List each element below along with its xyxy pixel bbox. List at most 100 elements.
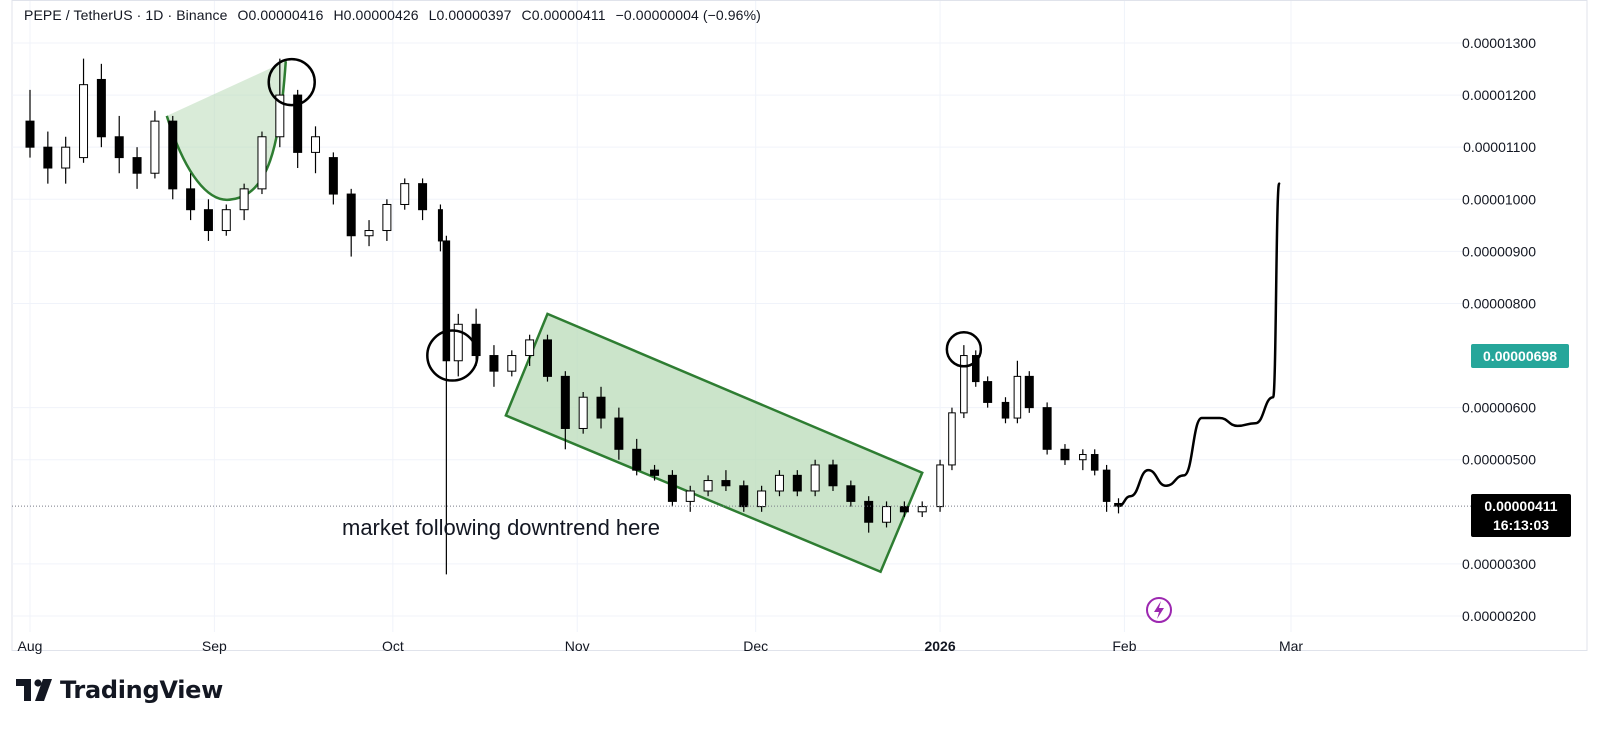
candle-body: [650, 469, 660, 476]
candle: [114, 115, 124, 174]
symbol-title[interactable]: PEPE / TetherUS · 1D · Binance: [24, 7, 228, 23]
candle-body: [418, 183, 428, 211]
candle-body: [346, 193, 356, 237]
y-tick-label: 0.00001100: [1463, 139, 1536, 155]
candle-body: [1042, 407, 1052, 450]
price-axis[interactable]: 0.00001300 0.00001200 0.00001100 0.00001000…: [1462, 35, 1536, 624]
y-tick-label: 0.00000900: [1462, 243, 1536, 259]
candle: [382, 199, 392, 241]
candle: [578, 392, 588, 434]
candle: [948, 407, 956, 471]
candle: [221, 204, 231, 236]
candle: [364, 220, 374, 247]
lightning-icon[interactable]: [1146, 597, 1172, 623]
candle-body: [936, 464, 944, 508]
candle: [346, 188, 356, 257]
cup-pattern-fill[interactable]: [166, 61, 286, 200]
ohlc-close: C0.00000411: [521, 7, 606, 23]
candle-body: [203, 209, 213, 232]
chart-annotation[interactable]: market following downtrend here: [342, 515, 660, 540]
candle-body: [437, 209, 443, 242]
candle: [1013, 360, 1022, 424]
candle: [25, 89, 35, 158]
candle: [239, 183, 249, 221]
candle-body: [960, 355, 968, 414]
tradingview-logo-icon: [16, 679, 52, 701]
candle: [917, 501, 927, 518]
candle: [899, 501, 909, 518]
projection-path[interactable]: [1117, 182, 1281, 508]
drawing-shapes[interactable]: [165, 61, 924, 574]
candle: [442, 235, 451, 575]
candle: [667, 470, 677, 507]
candle: [203, 199, 213, 241]
candle: [525, 334, 535, 366]
candle-body: [489, 355, 499, 372]
candle-body: [257, 136, 267, 190]
candle-body: [971, 355, 980, 383]
downtrend-channel[interactable]: [504, 312, 924, 574]
rebound-circle[interactable]: [945, 331, 983, 368]
top-circle[interactable]: [267, 57, 316, 107]
time-axis[interactable]: Aug Sep Oct Nov Dec 2026 Feb Mar: [18, 638, 1304, 654]
candle-body: [739, 485, 749, 508]
candle: [596, 386, 606, 429]
x-tick-label: Feb: [1112, 638, 1136, 654]
candle-body: [685, 490, 695, 502]
candle: [168, 115, 178, 200]
candle-body: [810, 464, 820, 492]
candle: [757, 485, 767, 512]
candle: [1090, 449, 1099, 476]
candle-body: [525, 339, 535, 357]
current-price-label: 0.00000411 16:13:03: [1471, 494, 1571, 537]
candle: [132, 147, 142, 189]
candle-body: [382, 203, 392, 232]
candle: [846, 480, 856, 507]
candle-body: [186, 188, 196, 211]
x-tick-label: Mar: [1279, 638, 1303, 654]
candle: [96, 63, 106, 148]
crash-circle[interactable]: [426, 329, 479, 382]
y-tick-label: 0.00000200: [1462, 608, 1536, 624]
candle-body: [168, 120, 178, 190]
candle-body: [846, 485, 856, 502]
candle: [257, 131, 267, 195]
candle-body: [507, 355, 517, 372]
cursor-price-text: 0.00000698: [1483, 348, 1557, 364]
x-tick-label: Sep: [202, 638, 227, 654]
candle: [400, 178, 410, 210]
candle-body: [703, 480, 713, 492]
candle: [43, 131, 53, 184]
candle-body: [1013, 375, 1022, 419]
candle-body: [293, 94, 303, 153]
circle-drawings[interactable]: [267, 57, 983, 382]
candle: [311, 126, 321, 174]
candle-body: [560, 375, 570, 429]
y-tick-label: 0.00000500: [1462, 452, 1536, 468]
candle-body: [43, 146, 53, 169]
candle-body: [578, 396, 588, 429]
y-tick-label: 0.00001200: [1462, 87, 1536, 103]
projection-line[interactable]: [1117, 182, 1281, 508]
tradingview-logo[interactable]: TradingView: [16, 676, 223, 704]
candle: [882, 501, 892, 528]
candle-body: [1001, 401, 1010, 419]
candle: [1042, 402, 1052, 455]
chart-pane-border: [11, 0, 1588, 651]
candle-body: [882, 506, 892, 523]
tradingview-logo-text: TradingView: [60, 676, 223, 704]
candle: [1060, 444, 1070, 465]
y-tick-label: 0.00001300: [1462, 35, 1536, 51]
candle-body: [828, 464, 838, 487]
candle-body: [311, 136, 321, 153]
candle: [703, 475, 713, 497]
candle-body: [328, 157, 338, 195]
candle: [186, 173, 196, 221]
candle-body: [1060, 448, 1070, 461]
candle-body: [1079, 454, 1087, 461]
candle-body: [899, 506, 909, 513]
candle-body: [792, 474, 802, 492]
candle: [685, 485, 695, 512]
